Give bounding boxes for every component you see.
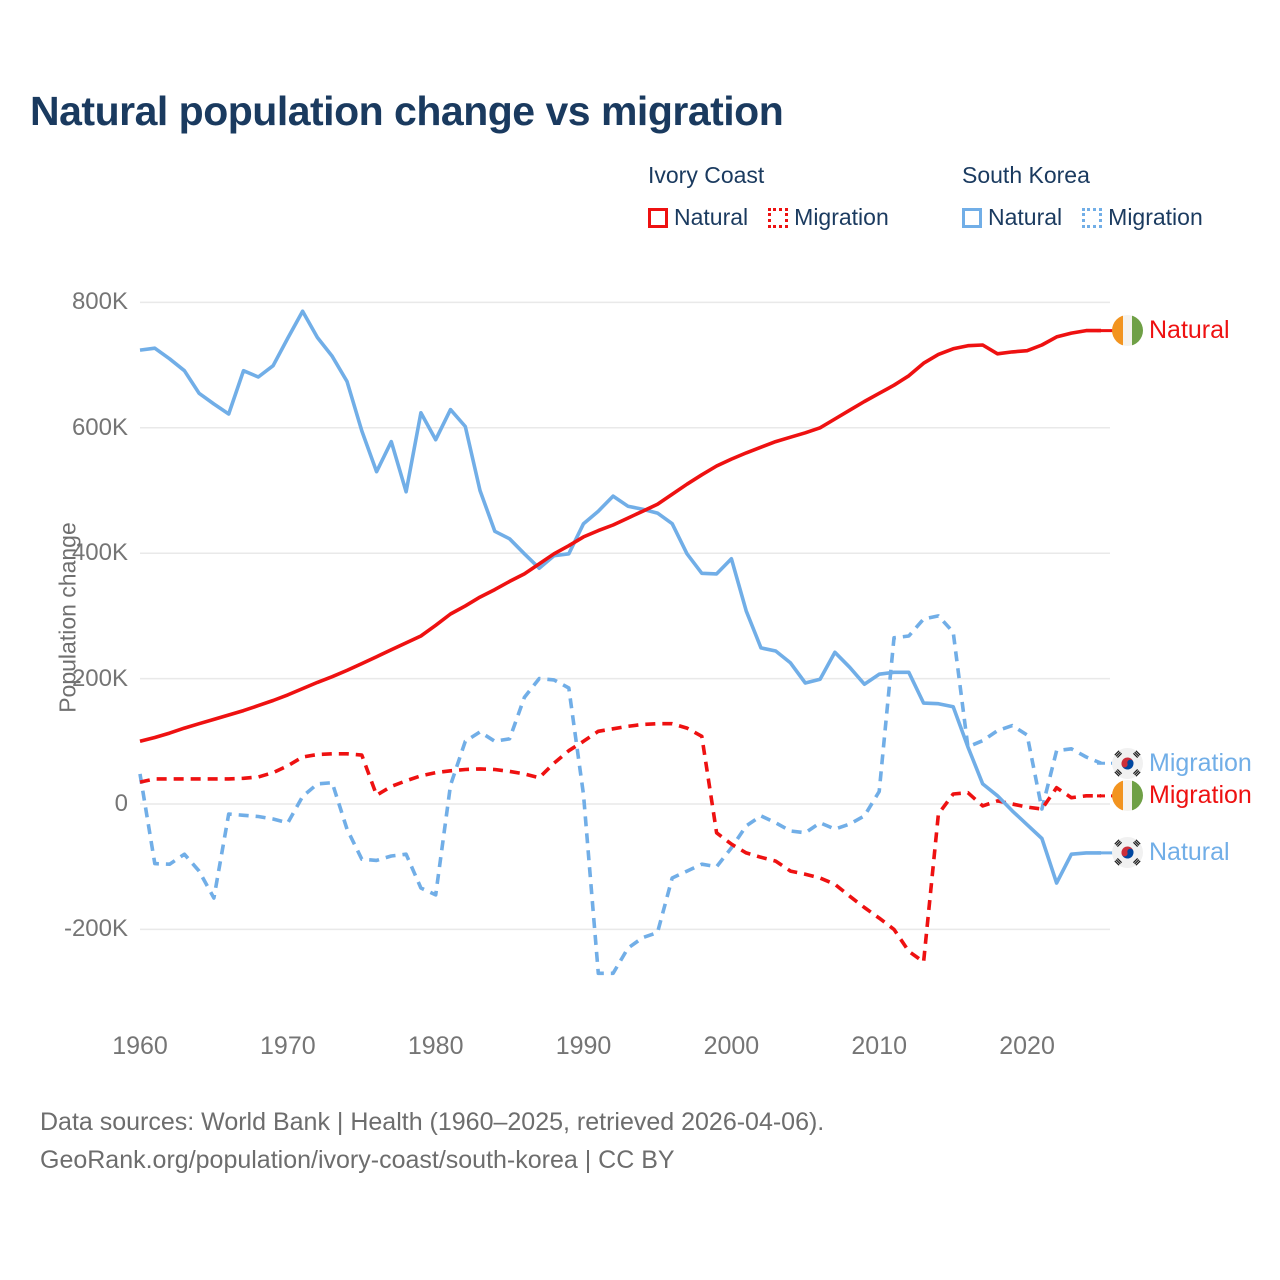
- south-korea-flag-icon: [1112, 837, 1143, 869]
- ivory-coast-flag-icon: [1112, 780, 1143, 812]
- x-tick-1990: 1990: [555, 1032, 612, 1060]
- footer-attribution: GeoRank.org/population/ivory-coast/south…: [40, 1146, 675, 1174]
- y-tick--200K: -200K: [63, 915, 128, 943]
- south-korea-flag-icon: [1112, 747, 1143, 779]
- legend-country-ivory-coast: Ivory Coast: [648, 162, 765, 188]
- south-korea-natural-line: [139, 309, 1101, 885]
- y-tick-400K: 400K: [71, 539, 128, 567]
- ivory-coast-migration-line: [139, 721, 1101, 964]
- ivory-coast-flag-icon: [1112, 315, 1143, 347]
- ivory-coast-natural-line: [139, 328, 1101, 744]
- legend-group-south-korea: South Korea Natural Migration: [962, 162, 1217, 231]
- end-label-korea-natural: Natural: [1112, 837, 1230, 869]
- legend-item-korea-migration[interactable]: Migration: [1108, 204, 1203, 230]
- end-label-text: Migration: [1149, 748, 1252, 777]
- footer-sources: Data sources: World Bank | Health (1960–…: [40, 1108, 825, 1136]
- page-title: Natural population change vs migration: [30, 88, 784, 134]
- y-tick-800K: 800K: [71, 288, 128, 316]
- x-tick-2010: 2010: [851, 1032, 908, 1060]
- legend-swatch-ivory-natural-icon: [648, 207, 668, 228]
- end-label-ivory-migration: Migration: [1112, 780, 1252, 812]
- legend-swatch-korea-migration-icon: [1082, 207, 1103, 228]
- x-tick-1970: 1970: [260, 1032, 316, 1060]
- end-label-ivory-natural: Natural: [1112, 315, 1230, 347]
- x-tick-2000: 2000: [703, 1032, 760, 1060]
- end-label-text: Migration: [1149, 781, 1252, 810]
- y-tick-0: 0: [114, 790, 128, 817]
- legend-item-ivory-natural[interactable]: Natural: [674, 204, 749, 230]
- x-tick-1980: 1980: [407, 1032, 464, 1060]
- legend-country-south-korea: South Korea: [962, 162, 1090, 188]
- legend-item-ivory-migration[interactable]: Migration: [794, 204, 889, 230]
- x-tick-1960: 1960: [112, 1032, 168, 1060]
- legend-item-korea-natural[interactable]: Natural: [988, 204, 1063, 230]
- legend-swatch-korea-natural-icon: [962, 207, 982, 228]
- y-tick-200K: 200K: [71, 664, 128, 692]
- legend-swatch-ivory-migration-icon: [768, 207, 789, 228]
- y-tick-600K: 600K: [71, 413, 128, 441]
- legend-group-ivory-coast: Ivory Coast Natural Migration: [648, 162, 903, 231]
- end-label-korea-migration: Migration: [1112, 747, 1252, 779]
- x-tick-2020: 2020: [999, 1032, 1055, 1060]
- end-label-text: Natural: [1149, 838, 1230, 867]
- south-korea-migration-line: [138, 614, 1102, 976]
- end-label-text: Natural: [1149, 316, 1230, 345]
